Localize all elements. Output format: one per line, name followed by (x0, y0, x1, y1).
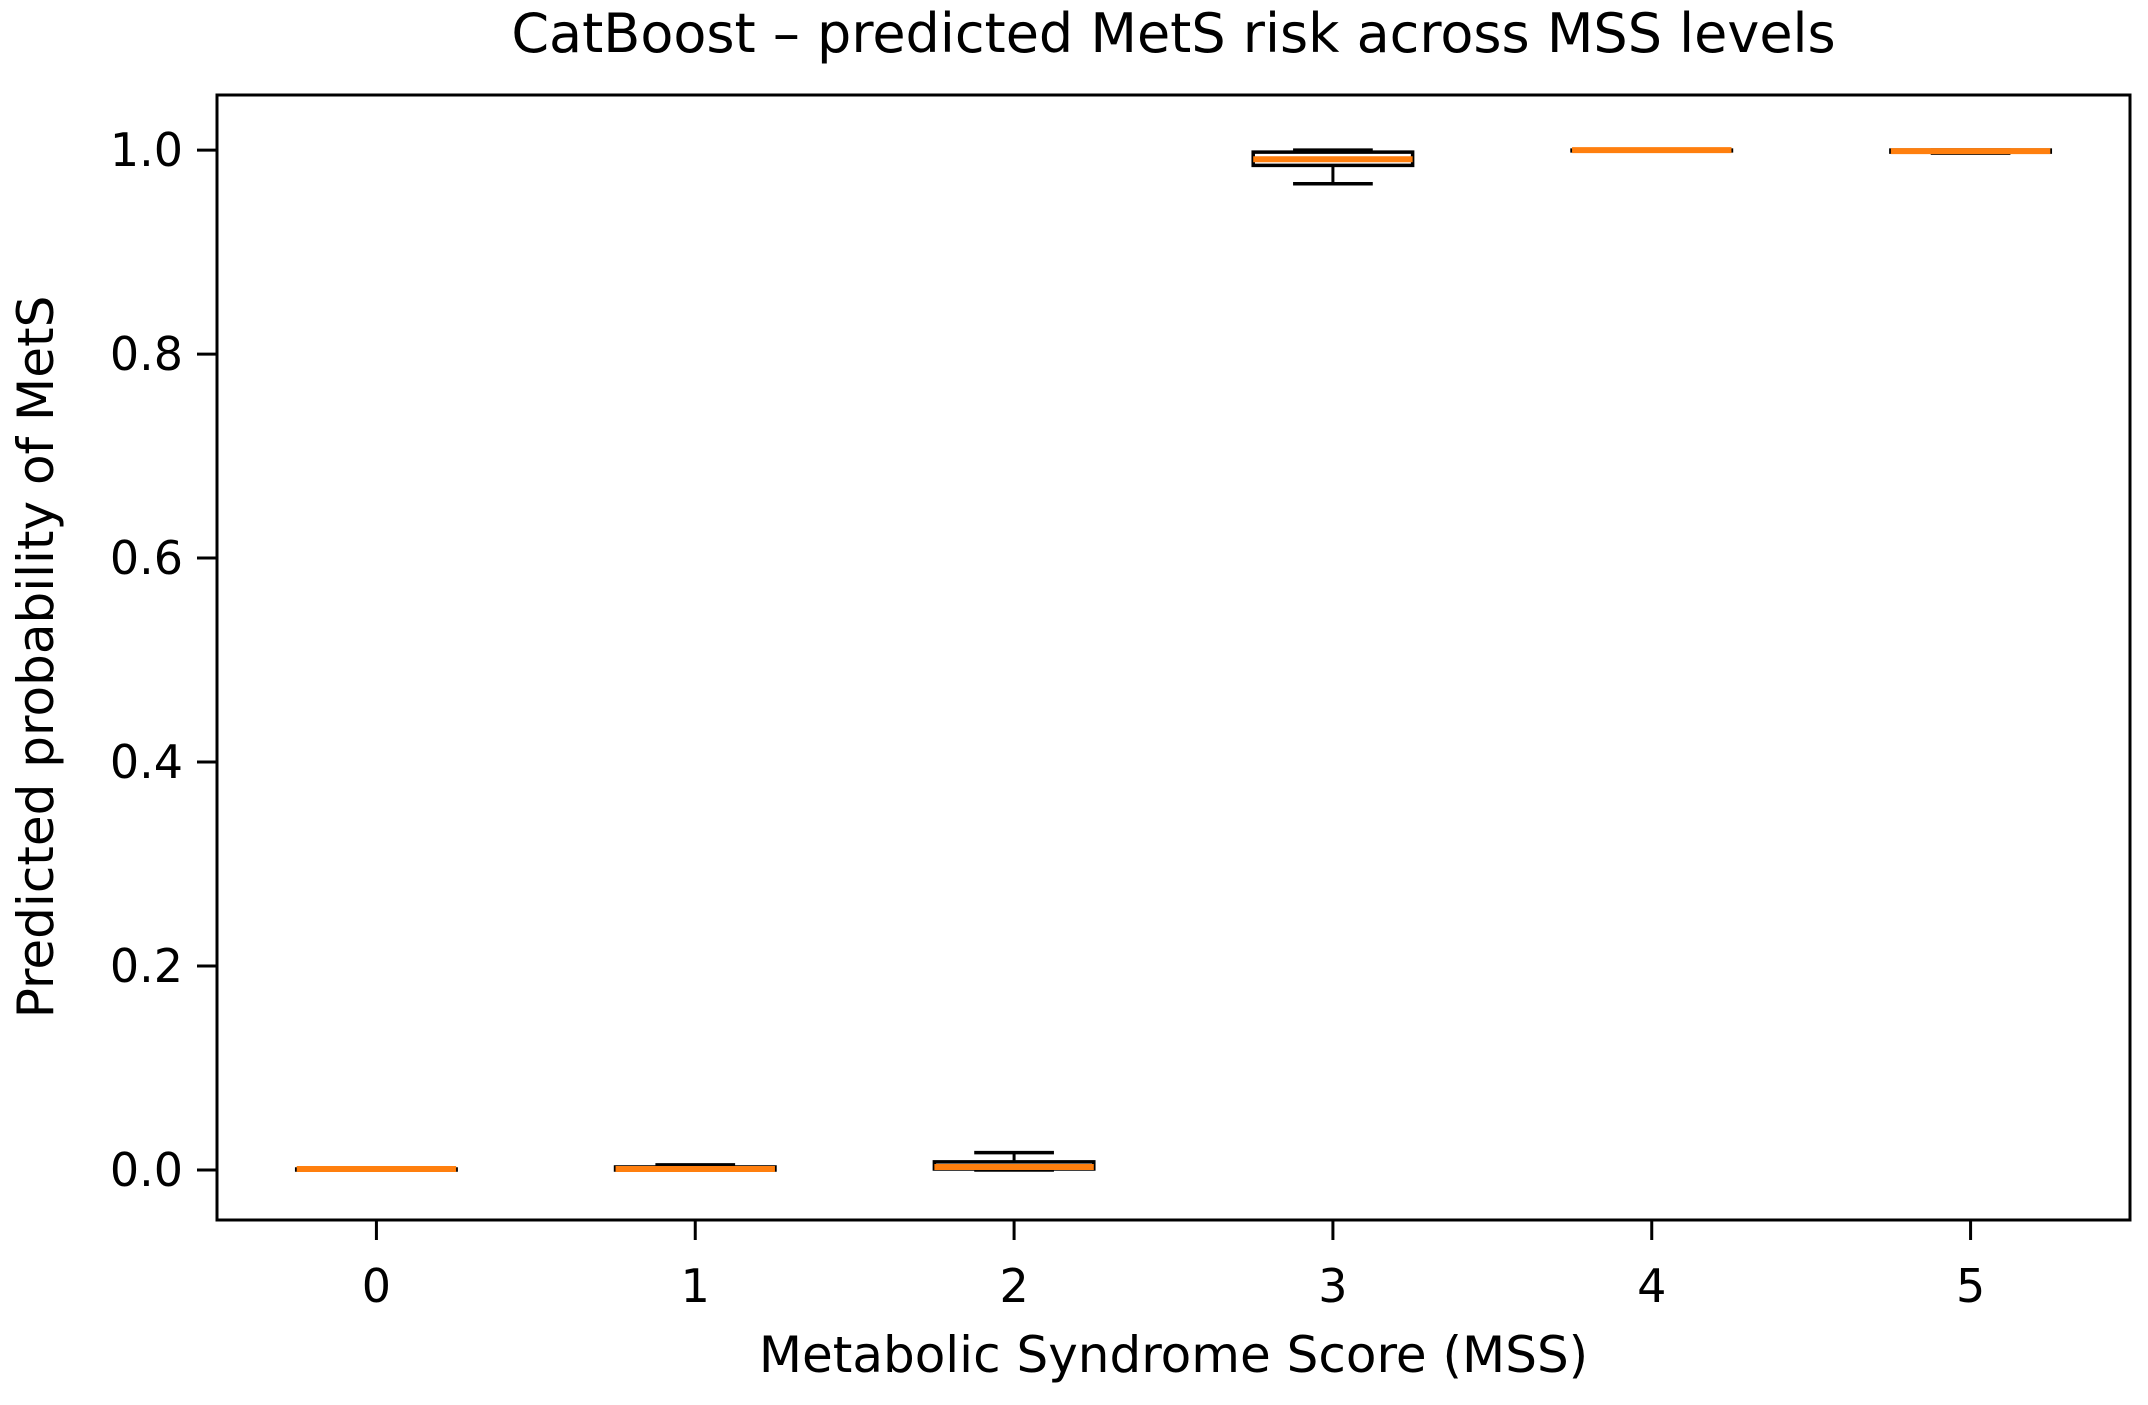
box-mss-1 (613, 1163, 777, 1173)
box-mss-3 (1251, 148, 1415, 186)
box-mss-5 (1889, 148, 2053, 155)
x-tick-label: 3 (1318, 1259, 1347, 1313)
y-axis-label: Predicted probability of MetS (7, 295, 65, 1019)
box-mss-2 (932, 1150, 1096, 1172)
y-tick-label: 1.0 (110, 123, 183, 177)
x-tick-label: 1 (681, 1259, 710, 1313)
y-tick-label: 0.0 (110, 1143, 183, 1197)
x-tick-label: 5 (1956, 1259, 1985, 1313)
y-tick-label: 0.8 (110, 327, 183, 381)
y-tick-label: 0.2 (110, 939, 183, 993)
x-tick-label: 2 (999, 1259, 1028, 1313)
x-axis-label: Metabolic Syndrome Score (MSS) (758, 1326, 1589, 1384)
box-mss-4 (1570, 147, 1734, 154)
x-tick-label: 4 (1637, 1259, 1666, 1313)
box-mss-0 (294, 1166, 458, 1173)
chart-title: CatBoost – predicted MetS risk across MS… (511, 2, 1836, 65)
axes-spines (215, 93, 2132, 1222)
y-tick-label: 0.4 (110, 735, 183, 789)
y-tick-label: 0.6 (110, 531, 183, 585)
x-tick-label: 0 (362, 1259, 391, 1313)
